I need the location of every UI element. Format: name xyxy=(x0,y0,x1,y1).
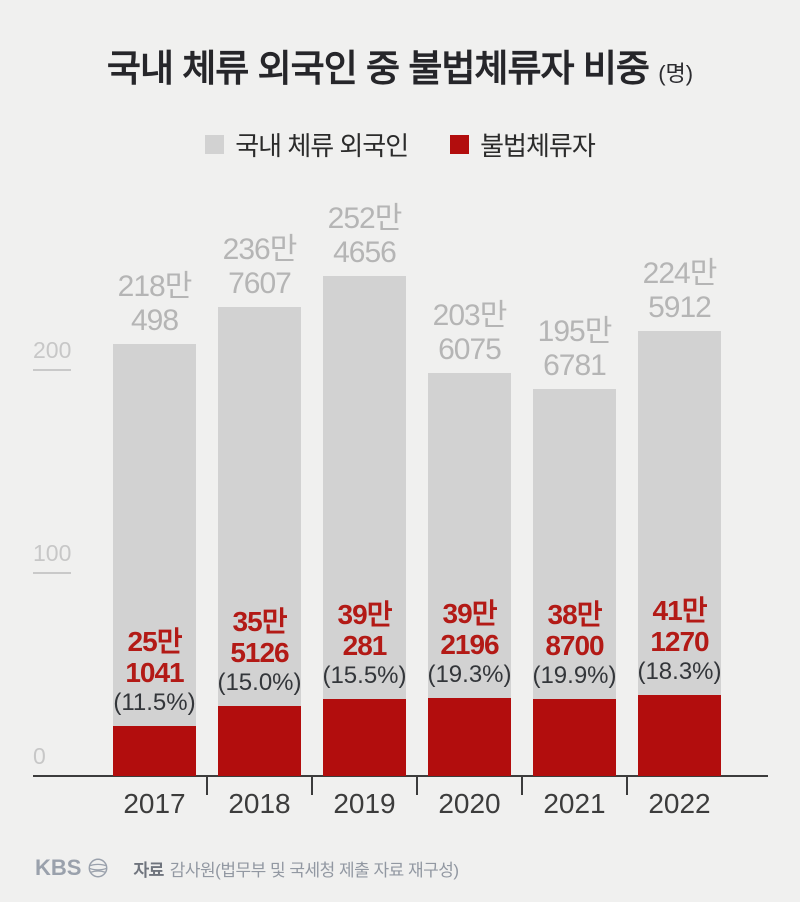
bar-illegal-2022 xyxy=(638,694,721,776)
x-axis-line xyxy=(33,775,768,777)
chart-title-unit: (명) xyxy=(658,61,694,86)
total-value-label-2019: 252만 4656 xyxy=(327,202,403,270)
x-axis-label-2019: 2019 xyxy=(333,788,396,819)
x-axis-label-2022: 2022 xyxy=(648,788,711,819)
illegal-value-label-2021: 38만 8700 (19.9%) xyxy=(505,599,645,691)
bar-total-2019 xyxy=(323,276,406,776)
source-note: 자료 감사원(법무부 및 국세청 제출 자료 재구성) xyxy=(133,856,459,881)
chart-legend: 국내 체류 외국인 불법체류자 xyxy=(0,126,800,163)
x-axis-tick-2 xyxy=(311,776,313,795)
kbs-logo: KBS xyxy=(35,855,109,881)
total-value-label-2022: 224만 5912 xyxy=(642,257,718,325)
x-axis-label-2018: 2018 xyxy=(228,788,291,819)
bar-illegal-2018 xyxy=(218,705,301,776)
illegal-value-line1: 35만 xyxy=(232,605,288,637)
illegal-value-line2: 1270 xyxy=(650,625,709,657)
illegal-value-line2: 1041 xyxy=(125,657,184,689)
illegal-value-line1: 39만 xyxy=(442,598,498,630)
y-axis-label-200: 200 xyxy=(33,337,72,363)
legend-swatch-gray-icon xyxy=(205,135,225,154)
source-prefix: 자료 xyxy=(133,860,164,880)
legend-item-illegal: 불법체류자 xyxy=(450,126,596,163)
kbs-globe-icon xyxy=(89,858,108,878)
kbs-logo-text: KBS xyxy=(35,855,82,880)
x-axis-tick-5 xyxy=(626,776,628,795)
bar-total-2018 xyxy=(218,307,301,776)
x-axis-tick-3 xyxy=(416,776,418,795)
illegal-value-line1: 39만 xyxy=(337,598,393,630)
illegal-value-line2: 2196 xyxy=(440,629,499,661)
legend-swatch-red-icon xyxy=(450,135,470,154)
illegal-value-line2: 281 xyxy=(342,629,388,661)
bar-illegal-2019 xyxy=(323,698,406,776)
x-axis-label-2020: 2020 xyxy=(438,788,501,819)
bar-total-2017 xyxy=(113,344,196,776)
legend-item-total: 국내 체류 외국인 xyxy=(205,126,409,163)
x-axis-tick-1 xyxy=(206,776,208,795)
illegal-value-label-2018: 35만 5126 (15.0%) xyxy=(190,606,330,698)
illegal-value-label-2020: 39만 2196 (19.3%) xyxy=(400,598,540,690)
illegal-share-label: (19.9%) xyxy=(532,662,617,690)
illegal-value-label-2022: 41만 1270 (18.3%) xyxy=(610,595,750,687)
total-value-label-2021: 195만 6781 xyxy=(537,314,613,382)
x-axis-label-2017: 2017 xyxy=(123,788,186,819)
illegal-value-line1: 41만 xyxy=(652,594,708,626)
illegal-value-label-2019: 39만 281 (15.5%) xyxy=(295,599,435,691)
legend-label-illegal: 불법체류자 xyxy=(480,131,596,161)
page-title: 국내 체류 외국인 중 불법체류자 비중 (명) xyxy=(0,38,800,92)
bar-illegal-2021 xyxy=(533,699,616,776)
bar-illegal-2017 xyxy=(113,726,196,776)
illegal-value-line2: 5126 xyxy=(230,636,289,668)
total-value-label-2018: 236만 7607 xyxy=(222,233,298,301)
illegal-share-label: (15.0%) xyxy=(217,668,302,696)
y-axis-label-0: 0 xyxy=(33,743,46,769)
legend-label-total: 국내 체류 외국인 xyxy=(235,131,409,161)
y-axis-label-100: 100 xyxy=(33,540,72,566)
total-value-label-2020: 203만 6075 xyxy=(432,298,508,366)
footer: KBS 자료 감사원(법무부 및 국세청 제출 자료 재구성) xyxy=(35,848,765,888)
y-axis-tick-100 xyxy=(33,572,71,574)
illegal-share-label: (15.5%) xyxy=(322,661,407,689)
source-text: 감사원(법무부 및 국세청 제출 자료 재구성) xyxy=(169,860,459,880)
y-axis-tick-200 xyxy=(33,369,71,371)
illegal-value-line1: 38만 xyxy=(547,599,603,631)
bar-illegal-2020 xyxy=(428,698,511,776)
illegal-value-label-2017: 25만 1041 (11.5%) xyxy=(85,626,225,718)
x-axis-tick-4 xyxy=(521,776,523,795)
illegal-share-label: (18.3%) xyxy=(637,657,722,685)
total-value-label-2017: 218만 498 xyxy=(117,270,193,338)
illegal-value-line2: 8700 xyxy=(545,630,604,662)
illegal-share-label: (19.3%) xyxy=(427,661,512,689)
chart-title-text: 국내 체류 외국인 중 불법체류자 비중 xyxy=(106,48,650,89)
x-axis-label-2021: 2021 xyxy=(543,788,606,819)
illegal-value-line1: 25만 xyxy=(127,626,183,658)
illegal-share-label: (11.5%) xyxy=(113,689,196,717)
